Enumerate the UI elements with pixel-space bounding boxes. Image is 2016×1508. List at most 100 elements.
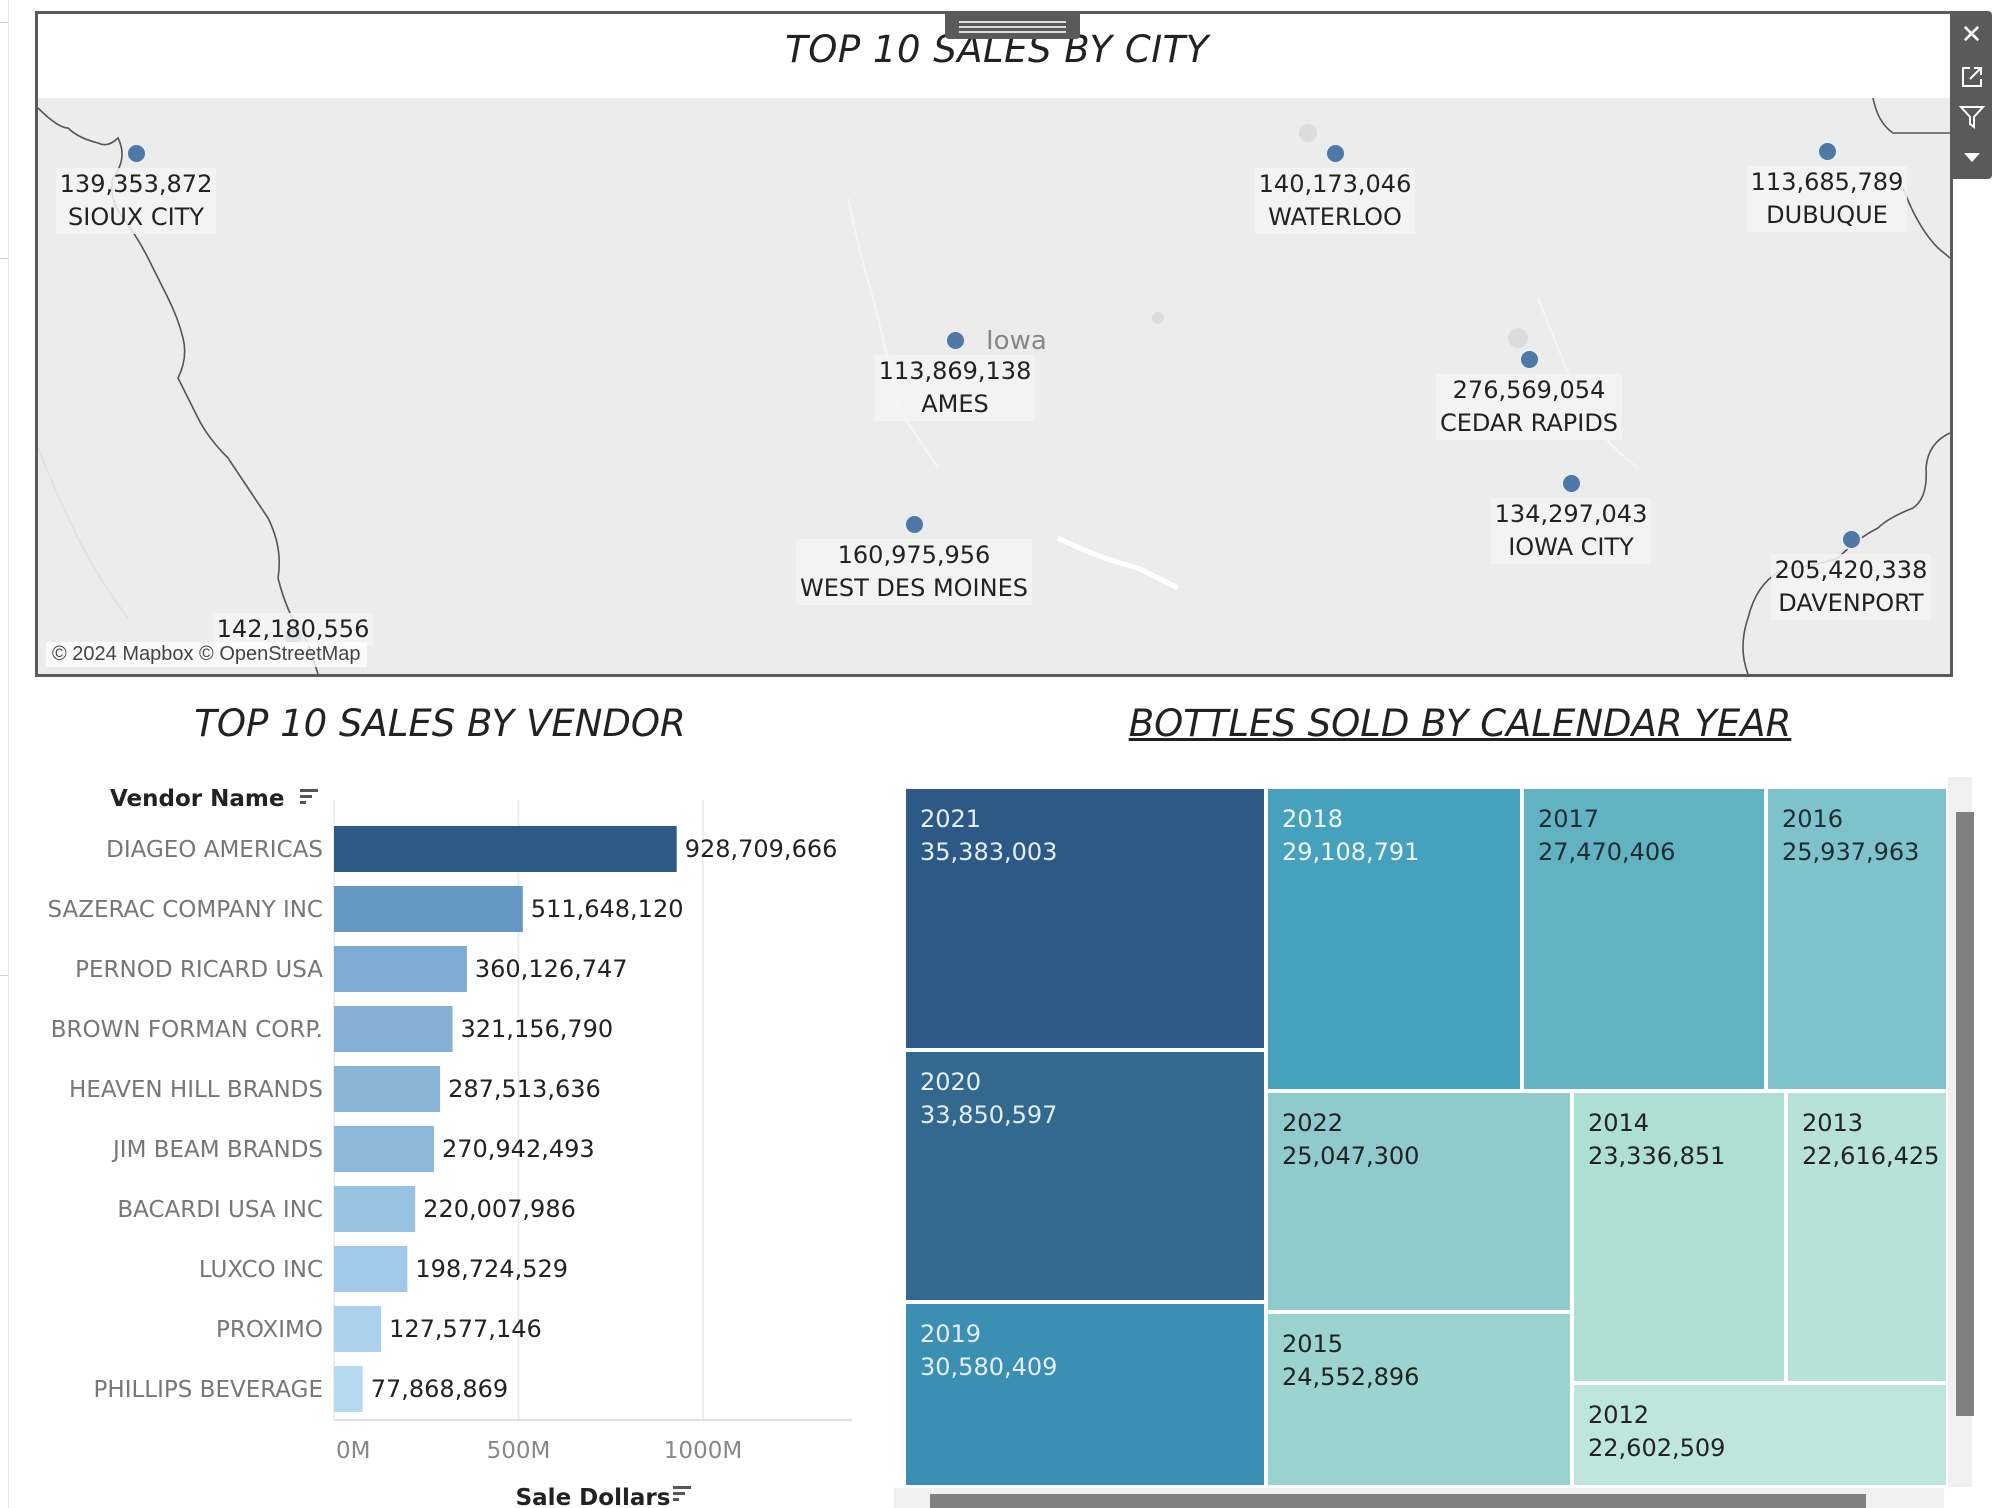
treemap-year-label: 2021 bbox=[920, 805, 982, 833]
vendor-bar[interactable] bbox=[334, 1126, 434, 1172]
vendor-bar[interactable] bbox=[334, 1066, 441, 1112]
city-sales-map-panel[interactable]: TOP 10 SALES BY CITY Iowa 139,353,872 SIO… bbox=[35, 11, 1953, 677]
city-label: 276,569,054 CEDAR RAPIDS bbox=[1435, 374, 1623, 440]
city-sales-value: 139,353,872 bbox=[59, 170, 213, 198]
vendor-chart-title: TOP 10 SALES BY VENDOR bbox=[194, 702, 686, 745]
bar-value-label: 127,577,146 bbox=[389, 1315, 542, 1343]
bottles-treemap: 2021 35,383,003 2020 33,850,597 2019 30,580,4… bbox=[904, 787, 1948, 1487]
city-sales-value: 276,569,054 bbox=[1452, 376, 1606, 404]
treemap-tile[interactable]: 2020 33,850,597 bbox=[904, 1050, 1266, 1302]
treemap-year-label: 2013 bbox=[1802, 1109, 1864, 1137]
treemap-year-label: 2022 bbox=[1282, 1109, 1344, 1137]
city-sales-value: 205,420,338 bbox=[1774, 556, 1928, 584]
treemap-tile[interactable]: 2018 29,108,791 bbox=[1266, 787, 1522, 1091]
city-marker[interactable] bbox=[1561, 473, 1582, 494]
vendor-bar[interactable] bbox=[334, 1006, 453, 1052]
treemap-value-label: 33,850,597 bbox=[920, 1101, 1058, 1129]
horizontal-scrollbar-thumb[interactable] bbox=[930, 1494, 1866, 1508]
city-name: AMES bbox=[921, 390, 989, 418]
vertical-scrollbar-thumb[interactable] bbox=[1956, 812, 1974, 1416]
city-marker[interactable] bbox=[904, 514, 925, 535]
vendor-bar[interactable] bbox=[334, 946, 467, 992]
bar-value-label: 321,156,790 bbox=[461, 1015, 614, 1043]
treemap-value-label: 25,047,300 bbox=[1282, 1142, 1420, 1170]
drag-handle[interactable] bbox=[945, 14, 1080, 39]
treemap-tile[interactable]: 2019 30,580,409 bbox=[904, 1302, 1266, 1487]
city-sales-value: 142,180,556 bbox=[216, 615, 370, 643]
treemap-value-label: 22,616,425 bbox=[1802, 1142, 1940, 1170]
treemap-tile[interactable]: 2014 23,336,851 bbox=[1572, 1091, 1786, 1383]
treemap-tile[interactable]: 2015 24,552,896 bbox=[1266, 1312, 1572, 1487]
city-marker[interactable] bbox=[1841, 529, 1862, 550]
city-label: 113,869,138 AMES bbox=[874, 355, 1036, 421]
city-label: 139,353,872 SIOUX CITY bbox=[55, 168, 217, 234]
vendor-label: BACARDI USA INC bbox=[117, 1197, 323, 1223]
city-marker[interactable] bbox=[1817, 141, 1838, 162]
sort-icon[interactable] bbox=[298, 788, 320, 806]
treemap-tile[interactable]: 2021 35,383,003 bbox=[904, 787, 1266, 1050]
vendor-label: BROWN FORMAN CORP. bbox=[51, 1017, 323, 1043]
treemap-value-label: 30,580,409 bbox=[920, 1353, 1058, 1381]
vendor-label: DIAGEO AMERICAS bbox=[106, 837, 323, 863]
bar-value-label: 928,709,666 bbox=[685, 835, 838, 863]
bar-value-label: 198,724,529 bbox=[415, 1255, 568, 1283]
city-marker[interactable] bbox=[1519, 349, 1540, 370]
vendor-name-header[interactable]: Vendor Name bbox=[110, 786, 320, 812]
treemap-tile[interactable]: 2013 22,616,425 bbox=[1786, 1091, 1948, 1383]
city-name: SIOUX CITY bbox=[68, 203, 204, 231]
vendor-label: LUXCO INC bbox=[199, 1257, 323, 1283]
city-label: 113,685,789 DUBUQUE bbox=[1746, 166, 1908, 232]
city-label: 134,297,043 IOWA CITY bbox=[1490, 498, 1652, 564]
treemap-tile[interactable]: 2016 25,937,963 bbox=[1766, 787, 1948, 1091]
map-attribution[interactable]: © 2024 Mapbox © OpenStreetMap bbox=[46, 642, 367, 667]
city-sales-value: 113,685,789 bbox=[1750, 168, 1904, 196]
bar-value-label: 360,126,747 bbox=[475, 955, 628, 983]
treemap-year-label: 2019 bbox=[920, 1320, 982, 1348]
city-name: DUBUQUE bbox=[1766, 201, 1888, 229]
filter-icon[interactable] bbox=[1951, 97, 1992, 137]
bar-value-label: 511,648,120 bbox=[531, 895, 684, 923]
city-marker[interactable] bbox=[945, 330, 966, 351]
city-sales-value: 160,975,956 bbox=[837, 541, 991, 569]
city-name: CEDAR RAPIDS bbox=[1439, 409, 1619, 437]
city-sales-value: 140,173,046 bbox=[1258, 170, 1412, 198]
vendor-bar[interactable] bbox=[334, 886, 523, 932]
treemap-tile[interactable]: 2022 25,047,300 bbox=[1266, 1091, 1572, 1312]
treemap-value-label: 23,336,851 bbox=[1588, 1142, 1726, 1170]
city-marker[interactable] bbox=[1325, 143, 1346, 164]
treemap-tile[interactable]: 2012 22,602,509 bbox=[1572, 1383, 1948, 1487]
map-area[interactable]: Iowa 139,353,872 SIOUX CITY 140,173,046 WAT… bbox=[38, 98, 1950, 674]
close-icon[interactable]: ✕ bbox=[1960, 20, 1983, 50]
left-gutter bbox=[0, 0, 9, 1508]
x-tick-label: 1000M bbox=[664, 1438, 742, 1464]
city-label: 160,975,956 WEST DES MOINES bbox=[796, 539, 1032, 605]
vendor-bar-chart: DIAGEO AMERICAS 928,709,666 SAZERAC COMPAN… bbox=[47, 800, 852, 1508]
vendor-label: SAZERAC COMPANY INC bbox=[47, 897, 323, 923]
treemap-value-label: 27,470,406 bbox=[1538, 838, 1676, 866]
treemap-year-label: 2012 bbox=[1588, 1401, 1650, 1429]
vendor-label: HEAVEN HILL BRANDS bbox=[69, 1077, 323, 1103]
treemap-value-label: 24,552,896 bbox=[1282, 1363, 1420, 1391]
more-options-icon[interactable] bbox=[1951, 137, 1992, 177]
city-label: 142,180,556 bbox=[212, 613, 374, 646]
city-marker[interactable] bbox=[126, 143, 147, 164]
vendor-bar[interactable] bbox=[334, 1246, 408, 1292]
treemap-year-label: 2018 bbox=[1282, 805, 1344, 833]
bar-value-label: 270,942,493 bbox=[442, 1135, 595, 1163]
x-sort-icon[interactable] bbox=[673, 1486, 691, 1501]
vendor-bar[interactable] bbox=[334, 826, 677, 872]
vendor-label: PROXIMO bbox=[216, 1317, 323, 1343]
x-tick-label: 0M bbox=[336, 1438, 370, 1464]
city-name: IOWA CITY bbox=[1508, 533, 1634, 561]
treemap-year-label: 2020 bbox=[920, 1068, 982, 1096]
city-label: 140,173,046 WATERLOO bbox=[1254, 168, 1416, 234]
city-sales-value: 113,869,138 bbox=[878, 357, 1032, 385]
region-label-iowa: Iowa bbox=[986, 326, 1047, 356]
popout-icon[interactable] bbox=[1951, 57, 1992, 97]
city-label: 205,420,338 DAVENPORT bbox=[1770, 554, 1932, 620]
city-name: WEST DES MOINES bbox=[800, 574, 1028, 602]
vendor-bar[interactable] bbox=[334, 1306, 382, 1352]
vendor-bar[interactable] bbox=[334, 1186, 416, 1232]
treemap-tile[interactable]: 2017 27,470,406 bbox=[1522, 787, 1766, 1091]
vendor-bar[interactable] bbox=[334, 1366, 363, 1412]
